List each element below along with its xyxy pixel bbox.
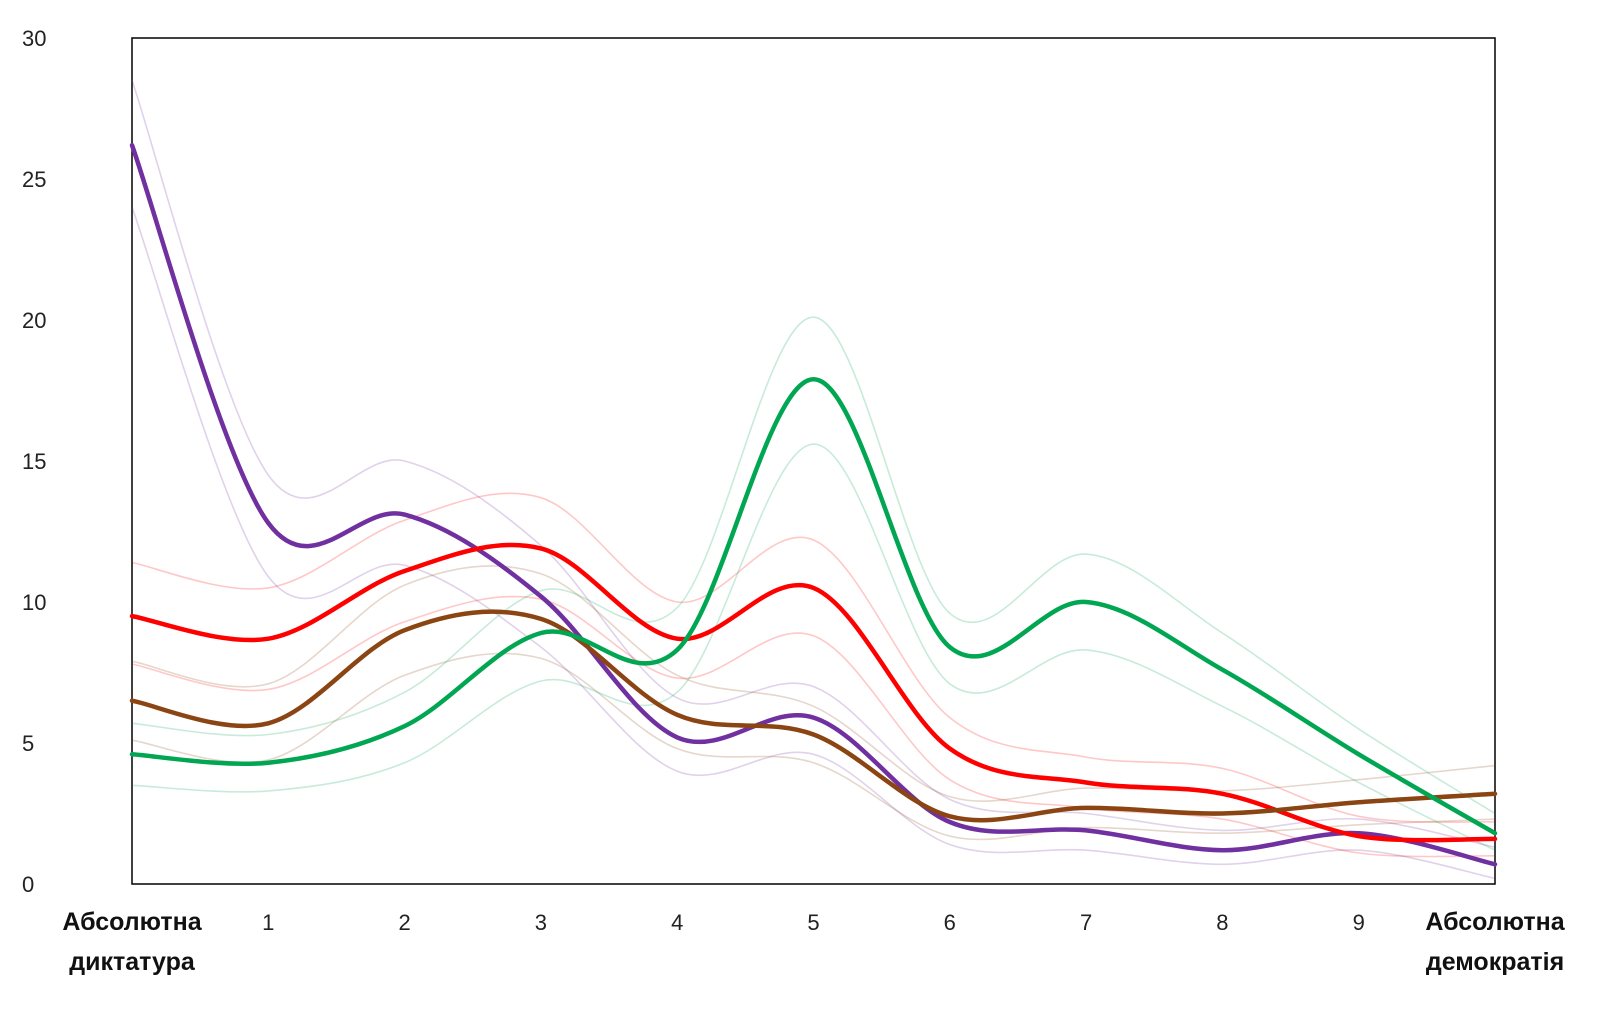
y-tick-label: 20 <box>22 308 46 333</box>
series-line <box>129 609 1498 823</box>
y-tick-label: 30 <box>22 26 46 51</box>
series-line <box>129 142 1498 867</box>
x-tick-label: 8 <box>1216 910 1228 935</box>
x-tick-label: 3 <box>535 910 547 935</box>
y-tick-label: 5 <box>22 731 34 756</box>
x-tick-label: 2 <box>398 910 410 935</box>
y-tick-label: 25 <box>22 167 46 192</box>
x-tick-label: 7 <box>1080 910 1092 935</box>
series-bound-line <box>131 595 1496 858</box>
x-tick-label: 9 <box>1353 910 1365 935</box>
x-tick-label: Абсолютна диктатура <box>62 908 202 976</box>
series-line <box>129 376 1498 836</box>
x-tick-label: 4 <box>671 910 683 935</box>
series-bound-line <box>131 80 1496 849</box>
y-tick-label: 15 <box>22 449 46 474</box>
x-tick-label: 5 <box>807 910 819 935</box>
series-bound-line <box>131 565 1496 802</box>
y-tick-label: 0 <box>22 872 34 897</box>
series-bound-line <box>131 443 1496 851</box>
series-bound-line <box>131 316 1496 815</box>
y-tick-label: 10 <box>22 590 46 615</box>
x-tick-label: Абсолютна демократія <box>1425 908 1565 976</box>
series-line <box>129 542 1498 843</box>
series-bound-line <box>131 492 1496 823</box>
series-bound-line <box>131 206 1496 880</box>
series-bound-line <box>131 652 1496 841</box>
x-tick-label: 6 <box>944 910 956 935</box>
x-tick-label: 1 <box>262 910 274 935</box>
plot-area <box>131 37 1496 885</box>
